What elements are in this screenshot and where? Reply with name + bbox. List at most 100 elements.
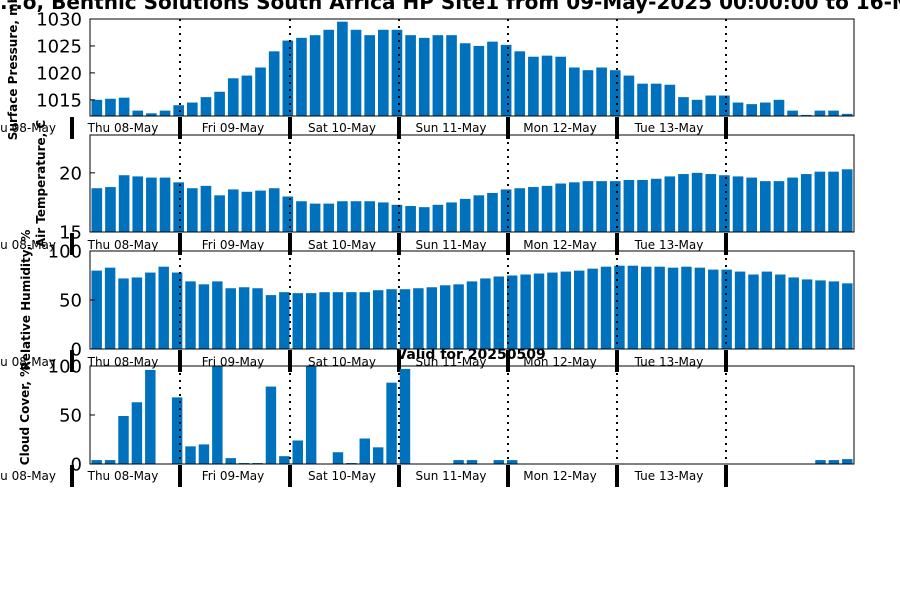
panel-1: 1015 1020 1025 1030 Surface Pressure, mbu 08… [0, 0, 855, 140]
bar [614, 265, 625, 349]
x-tick-label: Thu 08-May [87, 469, 159, 483]
bar [399, 289, 411, 349]
chart-title: ...o, Benthic Solutions South Africa HP … [0, 0, 900, 14]
bar [627, 265, 639, 349]
bar [828, 460, 840, 464]
bar [200, 97, 212, 116]
bar [748, 274, 759, 349]
bar [654, 266, 665, 349]
bar [691, 172, 703, 232]
bar [282, 196, 294, 232]
bar [350, 29, 362, 117]
bar [364, 35, 375, 116]
y-axis-label: Air Temperature, C [34, 120, 48, 248]
bar [788, 277, 799, 349]
bar [500, 44, 512, 117]
x-tick-label: Fri 09-May [202, 121, 265, 135]
bar [432, 204, 444, 232]
x-tick-label: Sat 10-May [308, 469, 376, 483]
x-tick-label: Sat 10-May [308, 121, 376, 135]
bar [641, 266, 652, 349]
bar [506, 275, 518, 349]
bar [487, 192, 498, 232]
y-tick-label: 1030 [36, 10, 82, 31]
bar [265, 386, 277, 464]
bar [719, 175, 730, 232]
bar [815, 280, 826, 349]
bar [131, 277, 143, 349]
y-tick-label: 100 [48, 242, 82, 263]
bar [227, 189, 239, 232]
bar [118, 175, 130, 232]
bar [145, 272, 156, 349]
bar [405, 35, 416, 116]
bar [841, 169, 853, 232]
bar [694, 267, 706, 349]
bar [533, 273, 545, 349]
x-tick-label: Sun 11-May [415, 238, 486, 252]
bar [171, 272, 183, 349]
bar [650, 83, 662, 116]
bar [761, 271, 773, 349]
bar [386, 382, 397, 464]
bar [405, 205, 416, 232]
bar [346, 292, 357, 349]
bar [255, 67, 266, 116]
bar [131, 402, 143, 464]
bar [596, 181, 607, 232]
bar [623, 75, 635, 116]
bar [721, 269, 732, 349]
bar [118, 278, 129, 349]
bar [520, 274, 531, 349]
bar [596, 67, 607, 116]
bar [337, 201, 348, 232]
bar [760, 181, 771, 232]
bar [506, 460, 518, 464]
bar [459, 43, 471, 116]
bar [569, 67, 580, 116]
y-tick-label: 50 [59, 406, 82, 427]
bar [773, 181, 785, 232]
bar [399, 368, 411, 464]
x-tick-label: u 08-May [0, 238, 56, 252]
bar [609, 181, 621, 232]
bar [466, 281, 478, 349]
bar [691, 99, 703, 116]
bar [386, 289, 397, 349]
bar [185, 446, 196, 464]
bar [560, 271, 572, 349]
bar [493, 276, 505, 349]
bar [187, 102, 198, 116]
bar [569, 182, 580, 232]
bar [800, 174, 812, 232]
x-tick-label: Sun 11-May [415, 355, 486, 369]
bar [732, 102, 744, 116]
y-axis-label: Surface Pressure, mb [6, 0, 20, 140]
bar [514, 51, 526, 116]
bar [814, 110, 826, 116]
bar [446, 202, 457, 232]
bar [459, 198, 471, 232]
y-tick-label: 50 [59, 291, 82, 312]
bar [214, 195, 225, 232]
x-tick-label: Mon 12-May [523, 355, 597, 369]
y-axis-label: Relative Humidity, % [19, 230, 33, 371]
bar [650, 178, 662, 232]
bar [255, 190, 266, 232]
bar [212, 281, 223, 349]
y-tick-label: 100 [48, 357, 82, 378]
y-tick-label: 0 [71, 455, 82, 476]
bar [541, 185, 553, 232]
bar [91, 460, 102, 464]
bar [305, 366, 317, 464]
bar [760, 102, 771, 116]
bar [279, 456, 290, 464]
bar [372, 447, 384, 464]
bar [198, 444, 210, 464]
bar [775, 274, 786, 349]
bar [664, 84, 676, 116]
bar [500, 189, 512, 232]
bar [171, 397, 183, 464]
